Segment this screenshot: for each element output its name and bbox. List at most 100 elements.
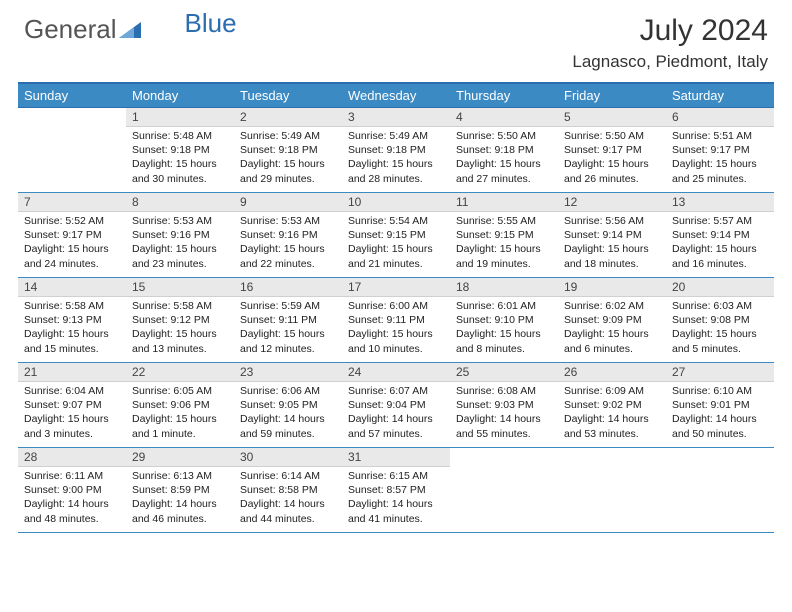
day-details: Sunrise: 5:55 AMSunset: 9:15 PMDaylight:…	[450, 212, 558, 275]
weekday-header: Thursday	[450, 83, 558, 108]
calendar-day-cell: 10Sunrise: 5:54 AMSunset: 9:15 PMDayligh…	[342, 193, 450, 278]
day-number: 21	[18, 363, 126, 382]
calendar-day-cell: 2Sunrise: 5:49 AMSunset: 9:18 PMDaylight…	[234, 108, 342, 193]
day-number: 27	[666, 363, 774, 382]
location-text: Lagnasco, Piedmont, Italy	[572, 52, 768, 72]
brand-part2: Blue	[185, 8, 237, 39]
calendar-day-cell: 21Sunrise: 6:04 AMSunset: 9:07 PMDayligh…	[18, 363, 126, 448]
day-details: Sunrise: 6:08 AMSunset: 9:03 PMDaylight:…	[450, 382, 558, 445]
weekday-header-row: SundayMondayTuesdayWednesdayThursdayFrid…	[18, 83, 774, 108]
calendar-day-cell: 17Sunrise: 6:00 AMSunset: 9:11 PMDayligh…	[342, 278, 450, 363]
brand-part1: General	[24, 14, 117, 45]
weekday-header: Tuesday	[234, 83, 342, 108]
calendar-week-row: 7Sunrise: 5:52 AMSunset: 9:17 PMDaylight…	[18, 193, 774, 278]
calendar-day-cell: 13Sunrise: 5:57 AMSunset: 9:14 PMDayligh…	[666, 193, 774, 278]
calendar-day-cell: 5Sunrise: 5:50 AMSunset: 9:17 PMDaylight…	[558, 108, 666, 193]
day-number: 14	[18, 278, 126, 297]
day-details: Sunrise: 6:09 AMSunset: 9:02 PMDaylight:…	[558, 382, 666, 445]
calendar-day-cell: 31Sunrise: 6:15 AMSunset: 8:57 PMDayligh…	[342, 448, 450, 533]
day-details: Sunrise: 6:04 AMSunset: 9:07 PMDaylight:…	[18, 382, 126, 445]
day-details: Sunrise: 5:53 AMSunset: 9:16 PMDaylight:…	[234, 212, 342, 275]
day-number: 15	[126, 278, 234, 297]
calendar-day-cell: 29Sunrise: 6:13 AMSunset: 8:59 PMDayligh…	[126, 448, 234, 533]
day-details: Sunrise: 6:00 AMSunset: 9:11 PMDaylight:…	[342, 297, 450, 360]
weekday-header: Friday	[558, 83, 666, 108]
day-number: 3	[342, 108, 450, 127]
calendar-day-cell: 12Sunrise: 5:56 AMSunset: 9:14 PMDayligh…	[558, 193, 666, 278]
calendar-day-cell	[558, 448, 666, 533]
day-details: Sunrise: 5:49 AMSunset: 9:18 PMDaylight:…	[234, 127, 342, 190]
calendar-day-cell: 22Sunrise: 6:05 AMSunset: 9:06 PMDayligh…	[126, 363, 234, 448]
day-number: 4	[450, 108, 558, 127]
day-details: Sunrise: 5:54 AMSunset: 9:15 PMDaylight:…	[342, 212, 450, 275]
day-number: 16	[234, 278, 342, 297]
day-details: Sunrise: 6:05 AMSunset: 9:06 PMDaylight:…	[126, 382, 234, 445]
day-details: Sunrise: 6:03 AMSunset: 9:08 PMDaylight:…	[666, 297, 774, 360]
calendar-day-cell: 4Sunrise: 5:50 AMSunset: 9:18 PMDaylight…	[450, 108, 558, 193]
weekday-header: Saturday	[666, 83, 774, 108]
day-number: 10	[342, 193, 450, 212]
day-details: Sunrise: 5:48 AMSunset: 9:18 PMDaylight:…	[126, 127, 234, 190]
day-details: Sunrise: 6:13 AMSunset: 8:59 PMDaylight:…	[126, 467, 234, 530]
day-number: 9	[234, 193, 342, 212]
day-number: 1	[126, 108, 234, 127]
calendar-day-cell: 18Sunrise: 6:01 AMSunset: 9:10 PMDayligh…	[450, 278, 558, 363]
calendar-day-cell	[666, 448, 774, 533]
day-number: 18	[450, 278, 558, 297]
day-number: 5	[558, 108, 666, 127]
day-number: 24	[342, 363, 450, 382]
day-number: 19	[558, 278, 666, 297]
calendar-day-cell: 26Sunrise: 6:09 AMSunset: 9:02 PMDayligh…	[558, 363, 666, 448]
calendar-day-cell: 7Sunrise: 5:52 AMSunset: 9:17 PMDaylight…	[18, 193, 126, 278]
day-details: Sunrise: 5:52 AMSunset: 9:17 PMDaylight:…	[18, 212, 126, 275]
day-details: Sunrise: 5:49 AMSunset: 9:18 PMDaylight:…	[342, 127, 450, 190]
day-number: 6	[666, 108, 774, 127]
calendar-day-cell: 15Sunrise: 5:58 AMSunset: 9:12 PMDayligh…	[126, 278, 234, 363]
calendar-day-cell: 14Sunrise: 5:58 AMSunset: 9:13 PMDayligh…	[18, 278, 126, 363]
weekday-header: Monday	[126, 83, 234, 108]
calendar-week-row: 1Sunrise: 5:48 AMSunset: 9:18 PMDaylight…	[18, 108, 774, 193]
calendar-day-cell: 24Sunrise: 6:07 AMSunset: 9:04 PMDayligh…	[342, 363, 450, 448]
day-number: 31	[342, 448, 450, 467]
day-details: Sunrise: 5:50 AMSunset: 9:17 PMDaylight:…	[558, 127, 666, 190]
calendar-week-row: 21Sunrise: 6:04 AMSunset: 9:07 PMDayligh…	[18, 363, 774, 448]
day-number: 26	[558, 363, 666, 382]
day-details: Sunrise: 6:02 AMSunset: 9:09 PMDaylight:…	[558, 297, 666, 360]
calendar-day-cell: 30Sunrise: 6:14 AMSunset: 8:58 PMDayligh…	[234, 448, 342, 533]
brand-logo: General Blue	[24, 14, 237, 45]
calendar-day-cell	[18, 108, 126, 193]
day-details: Sunrise: 5:58 AMSunset: 9:13 PMDaylight:…	[18, 297, 126, 360]
calendar-week-row: 28Sunrise: 6:11 AMSunset: 9:00 PMDayligh…	[18, 448, 774, 533]
calendar-body: 1Sunrise: 5:48 AMSunset: 9:18 PMDaylight…	[18, 108, 774, 533]
calendar-day-cell: 9Sunrise: 5:53 AMSunset: 9:16 PMDaylight…	[234, 193, 342, 278]
calendar-day-cell	[450, 448, 558, 533]
day-number: 29	[126, 448, 234, 467]
day-number: 28	[18, 448, 126, 467]
calendar-day-cell: 6Sunrise: 5:51 AMSunset: 9:17 PMDaylight…	[666, 108, 774, 193]
day-details: Sunrise: 5:53 AMSunset: 9:16 PMDaylight:…	[126, 212, 234, 275]
weekday-header: Wednesday	[342, 83, 450, 108]
day-details: Sunrise: 6:10 AMSunset: 9:01 PMDaylight:…	[666, 382, 774, 445]
logo-triangle-icon	[119, 14, 141, 45]
day-number: 8	[126, 193, 234, 212]
calendar-day-cell: 23Sunrise: 6:06 AMSunset: 9:05 PMDayligh…	[234, 363, 342, 448]
month-title: July 2024	[572, 14, 768, 48]
day-details: Sunrise: 5:58 AMSunset: 9:12 PMDaylight:…	[126, 297, 234, 360]
day-number: 22	[126, 363, 234, 382]
calendar-day-cell: 11Sunrise: 5:55 AMSunset: 9:15 PMDayligh…	[450, 193, 558, 278]
day-number: 11	[450, 193, 558, 212]
calendar-day-cell: 3Sunrise: 5:49 AMSunset: 9:18 PMDaylight…	[342, 108, 450, 193]
day-number: 17	[342, 278, 450, 297]
calendar-week-row: 14Sunrise: 5:58 AMSunset: 9:13 PMDayligh…	[18, 278, 774, 363]
day-number: 13	[666, 193, 774, 212]
calendar-table: SundayMondayTuesdayWednesdayThursdayFrid…	[18, 82, 774, 533]
day-details: Sunrise: 6:06 AMSunset: 9:05 PMDaylight:…	[234, 382, 342, 445]
calendar-day-cell: 8Sunrise: 5:53 AMSunset: 9:16 PMDaylight…	[126, 193, 234, 278]
day-details: Sunrise: 5:59 AMSunset: 9:11 PMDaylight:…	[234, 297, 342, 360]
calendar-day-cell: 16Sunrise: 5:59 AMSunset: 9:11 PMDayligh…	[234, 278, 342, 363]
day-details: Sunrise: 6:15 AMSunset: 8:57 PMDaylight:…	[342, 467, 450, 530]
day-number: 7	[18, 193, 126, 212]
day-details: Sunrise: 6:14 AMSunset: 8:58 PMDaylight:…	[234, 467, 342, 530]
calendar-day-cell: 27Sunrise: 6:10 AMSunset: 9:01 PMDayligh…	[666, 363, 774, 448]
weekday-header: Sunday	[18, 83, 126, 108]
